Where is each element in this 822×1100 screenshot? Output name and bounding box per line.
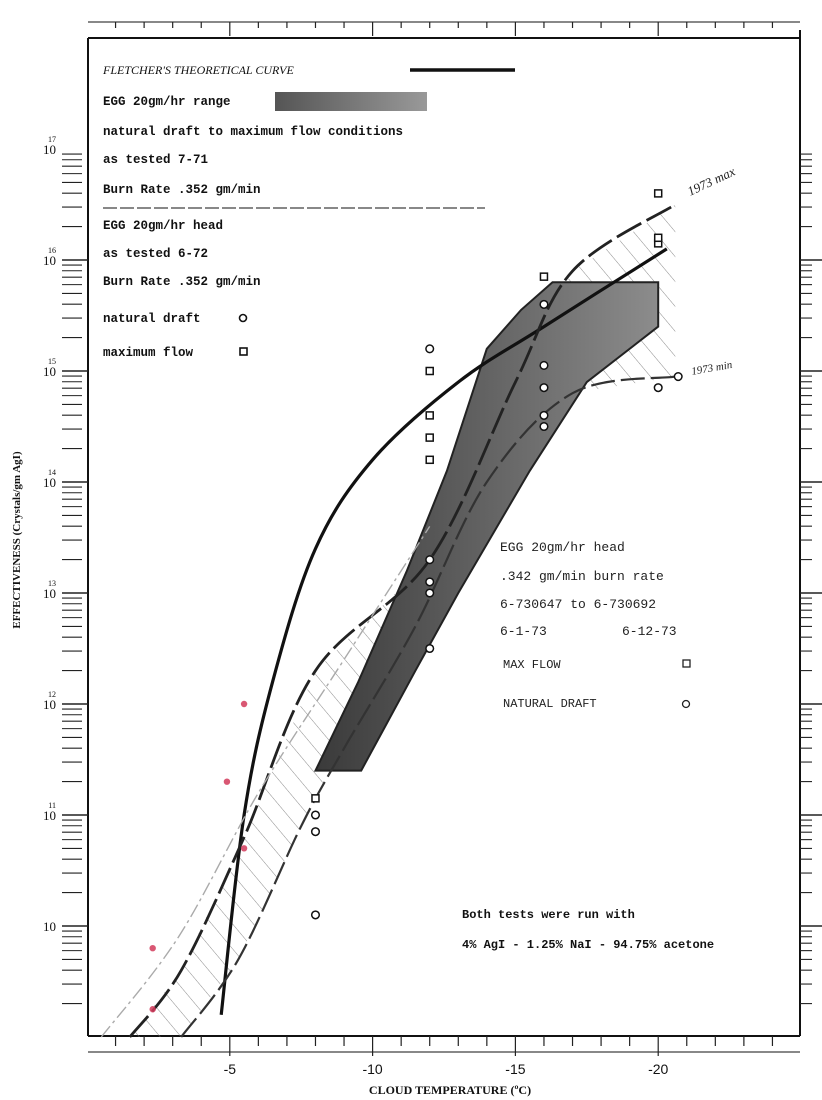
natural-draft-point-1972 <box>539 299 549 309</box>
natural-draft-point-1973 <box>425 344 435 354</box>
legend-range-line4: Burn Rate .352 gm/min <box>103 183 261 197</box>
natural-draft-point-1973 <box>653 383 663 393</box>
natural-draft-point-1973 <box>539 360 549 371</box>
legend-range-label: EGG 20gm/hr range <box>103 95 231 109</box>
natural-draft-point-1972 <box>425 643 435 654</box>
data-markers <box>149 189 683 1013</box>
max-flow-point-1972 <box>539 272 549 281</box>
legend-natural-draft-marker <box>238 313 248 323</box>
natural-draft-point-1973 <box>425 588 435 598</box>
range-shaded-region <box>313 281 660 772</box>
plot-frame <box>87 21 801 1053</box>
max-flow-point-1973 <box>653 189 663 198</box>
legend-top: FLETCHER'S THEORETICAL CURVE EGG 20gm/hr… <box>102 63 515 360</box>
natural-draft-point-1973 <box>425 577 435 587</box>
y-tick-label: 10 <box>43 808 56 823</box>
x-tick-label: -20 <box>648 1061 668 1077</box>
legend-right-line1: EGG 20gm/hr head <box>500 540 625 555</box>
legend-right-line4b: 6-12-73 <box>622 624 677 639</box>
x-tick-label: -5 <box>224 1061 237 1077</box>
natural-draft-point-1973 <box>310 827 321 837</box>
y-tick-exponent: 13 <box>48 579 56 588</box>
x-axis-label: CLOUD TEMPERATURE (ºC) <box>369 1083 531 1097</box>
y-tick-label: 10 <box>43 142 56 157</box>
curve-1973-min <box>180 375 676 1038</box>
legend-right-natural-draft: NATURAL DRAFT <box>503 697 597 711</box>
legend-maximum-flow-marker <box>239 347 248 356</box>
test-note: Both tests were run with 4% AgI - 1.25% … <box>462 908 714 952</box>
y-tick-label: 10 <box>43 475 56 490</box>
red-point <box>149 945 156 952</box>
x-tick-label: -10 <box>362 1061 382 1077</box>
red-point <box>149 1006 156 1013</box>
y-axis-label: EFFECTIVENESS (Crystals/gm AgI) <box>11 451 23 629</box>
max-flow-point-1973 <box>653 233 663 243</box>
curve-1973-max <box>128 203 677 1038</box>
legend-right-line2: .342 gm/min burn rate <box>500 569 664 584</box>
legend-head-line2: as tested 6-72 <box>103 247 208 261</box>
guide-curve <box>100 526 431 1038</box>
natural-draft-point-1973 <box>539 383 549 393</box>
red-point <box>240 700 248 708</box>
y-tick-exponent: 14 <box>48 468 56 477</box>
max-flow-point-1972 <box>311 794 320 803</box>
note-line1: Both tests were run with <box>462 908 635 922</box>
natural-draft-point-1972 <box>310 910 321 920</box>
natural-draft-point-1972 <box>539 410 549 420</box>
y-tick-label: 10 <box>43 697 56 712</box>
y-tick-exponent: 11 <box>48 801 56 810</box>
legend-head-line3: Burn Rate .352 gm/min <box>103 275 261 289</box>
annotation-1973-max: 1973 max <box>685 164 738 199</box>
legend-maximum-flow: maximum flow <box>103 346 194 360</box>
max-flow-point-1973 <box>425 433 434 442</box>
y-tick-label: 10 <box>43 253 56 268</box>
red-point <box>223 778 231 785</box>
max-flow-point-1972 <box>425 411 434 420</box>
natural-draft-point-1973 <box>539 421 549 432</box>
legend-right-line4a: 6-1-73 <box>500 624 547 639</box>
red-point <box>240 845 248 852</box>
y-tick-exponent: 12 <box>48 690 56 699</box>
note-line2: 4% AgI - 1.25% NaI - 94.75% acetone <box>462 938 714 952</box>
axis-ticks <box>62 22 822 1056</box>
annotation-1973-min: 1973 min <box>690 359 733 378</box>
legend-range-swatch <box>275 92 427 111</box>
legend-range-line2: natural draft to maximum flow conditions <box>103 125 403 139</box>
legend-head-label: EGG 20gm/hr head <box>103 219 223 233</box>
y-tick-label: 10 <box>43 364 56 379</box>
natural-draft-point-1972 <box>673 372 683 382</box>
legend-natural-draft: natural draft <box>103 312 201 326</box>
y-tick-exponent: 15 <box>48 357 56 366</box>
x-tick-labels: -5 -10 -15 -20 <box>224 1061 669 1077</box>
y-tick-exponent: 17 <box>48 135 56 144</box>
y-tick-label: 10 <box>43 586 56 601</box>
legend-range-line3: as tested 7-71 <box>103 153 208 167</box>
natural-draft-point-1973 <box>310 810 321 820</box>
curves <box>100 203 677 1038</box>
max-flow-point-1972 <box>425 455 434 465</box>
legend-right-max-flow-marker <box>682 659 691 668</box>
legend-right-natural-draft-marker <box>681 699 691 709</box>
x-tick-label: -15 <box>505 1061 525 1077</box>
y-tick-exponent: 16 <box>48 246 56 255</box>
natural-draft-point-1973 <box>425 555 435 565</box>
legend-right-max-flow: MAX FLOW <box>503 658 561 672</box>
legend-fletcher-label: FLETCHER'S THEORETICAL CURVE <box>102 63 294 77</box>
legend-right: EGG 20gm/hr head .342 gm/min burn rate 6… <box>500 540 691 711</box>
y-tick-label: 10 <box>43 919 56 934</box>
legend-right-line3: 6-730647 to 6-730692 <box>500 597 656 612</box>
max-flow-point-1973 <box>425 366 434 376</box>
shaded-range-band <box>313 281 660 772</box>
